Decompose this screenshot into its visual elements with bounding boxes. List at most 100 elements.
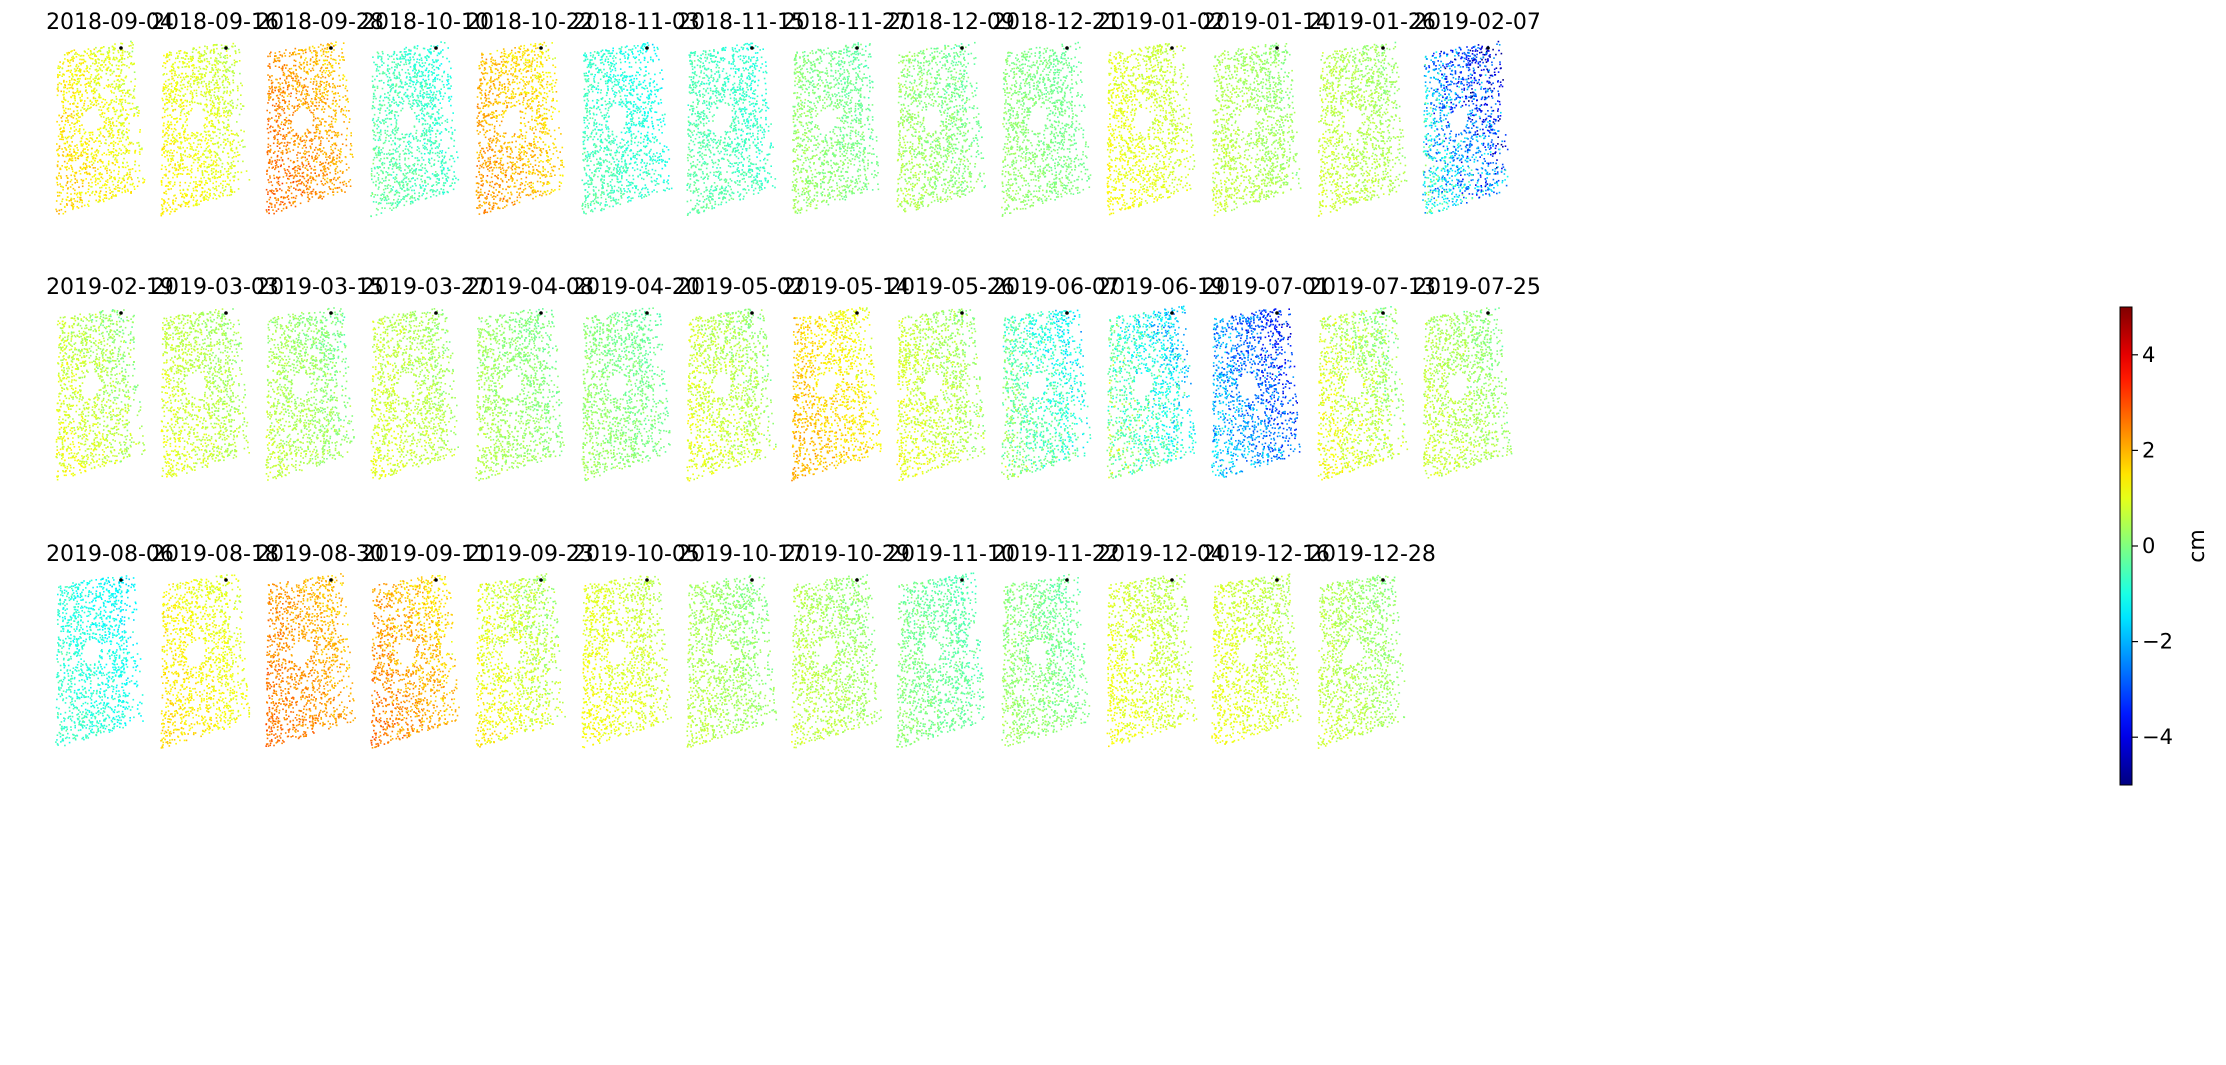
map-panel: 2019-10-29	[771, 542, 921, 792]
panel-date-title: 2018-11-15	[656, 10, 826, 35]
map-points	[1106, 305, 1197, 479]
reference-point	[960, 578, 964, 582]
map-panel: 2019-06-07	[981, 275, 1131, 525]
panel-date-title: 2019-06-07	[971, 275, 1141, 300]
map-panel: 2018-11-27	[771, 10, 921, 260]
reference-point	[539, 46, 543, 50]
map-points	[265, 573, 356, 747]
reference-point	[1486, 46, 1490, 50]
displacement-map	[686, 574, 778, 748]
displacement-map	[686, 42, 777, 216]
displacement-map	[1422, 307, 1513, 479]
map-panel: 2019-09-11	[350, 542, 500, 792]
map-panel: 2019-08-06	[35, 542, 185, 792]
map-panel: 2019-08-30	[245, 542, 395, 792]
map-panel: 2019-01-02	[1086, 10, 1236, 260]
panel-date-title: 2018-12-09	[866, 10, 1036, 35]
panel-date-title: 2018-11-03	[551, 10, 721, 35]
reference-point	[750, 46, 754, 50]
map-points	[1317, 574, 1406, 749]
map-points	[791, 42, 880, 214]
map-panel: 2019-10-05	[561, 542, 711, 792]
map-panel: 2019-06-19	[1086, 275, 1236, 525]
map-panel: 2019-02-19	[35, 275, 185, 525]
reference-point	[750, 578, 754, 582]
panel-date-title: 2019-12-28	[1287, 542, 1457, 567]
panel-date-title: 2018-10-22	[445, 10, 615, 35]
map-points	[160, 42, 251, 217]
panel-date-title: 2019-07-25	[1392, 275, 1562, 300]
map-panel: 2019-03-03	[140, 275, 290, 525]
displacement-map	[370, 574, 460, 749]
displacement-map	[1317, 574, 1406, 749]
panel-date-title: 2019-04-20	[551, 275, 721, 300]
reference-point	[224, 46, 228, 50]
map-panel: 2018-11-03	[561, 10, 711, 260]
map-panel: 2019-04-08	[455, 275, 605, 525]
map-points	[475, 41, 565, 215]
map-points	[55, 309, 146, 481]
reference-point	[1381, 46, 1385, 50]
map-points	[1001, 573, 1091, 747]
map-panel: 2019-08-18	[140, 542, 290, 792]
map-points	[896, 41, 986, 213]
displacement-map	[791, 574, 882, 749]
map-points	[370, 41, 460, 218]
panel-date-title: 2019-09-23	[445, 542, 615, 567]
panel-date-title: 2018-11-27	[761, 10, 931, 35]
reference-point	[855, 311, 859, 315]
reference-point	[434, 46, 438, 50]
map-points	[686, 42, 777, 216]
map-points	[1422, 307, 1513, 479]
panel-date-title: 2019-04-08	[445, 275, 615, 300]
reference-point	[329, 311, 333, 315]
panel-date-title: 2019-03-27	[340, 275, 510, 300]
reference-point	[224, 311, 228, 315]
displacement-map	[686, 308, 777, 482]
displacement-map	[896, 572, 985, 748]
map-points	[1001, 309, 1092, 480]
map-panel: 2018-12-09	[876, 10, 1026, 260]
displacement-map	[896, 41, 986, 213]
reference-point	[539, 311, 543, 315]
reference-point	[855, 578, 859, 582]
reference-point	[329, 46, 333, 50]
displacement-map	[1001, 41, 1092, 217]
map-panel: 2018-10-22	[455, 10, 605, 260]
reference-point	[1381, 311, 1385, 315]
displacement-map	[1106, 305, 1197, 479]
map-points	[160, 574, 251, 749]
panel-date-title: 2019-08-30	[235, 542, 405, 567]
map-panel: 2019-11-22	[981, 542, 1131, 792]
reference-point	[1065, 578, 1069, 582]
panel-date-title: 2019-11-22	[971, 542, 1141, 567]
map-panel: 2019-10-17	[666, 542, 816, 792]
panel-date-title: 2019-02-19	[25, 275, 195, 300]
displacement-map	[475, 308, 565, 482]
displacement-map	[1106, 43, 1196, 216]
colorbar-tick-label: 2	[2142, 438, 2155, 462]
panel-date-title: 2019-08-18	[130, 542, 300, 567]
reference-point	[119, 578, 123, 582]
map-points	[581, 307, 671, 482]
map-panel: 2019-05-02	[666, 275, 816, 525]
displacement-map	[160, 308, 250, 478]
panel-date-title: 2018-09-04	[25, 10, 195, 35]
panel-date-title: 2019-11-10	[866, 542, 1036, 567]
map-points	[1211, 573, 1302, 745]
reference-point	[434, 311, 438, 315]
reference-point	[645, 311, 649, 315]
map-points	[896, 308, 986, 481]
reference-point	[960, 46, 964, 50]
map-panel: 2019-01-14	[1191, 10, 1341, 260]
displacement-map	[160, 574, 251, 749]
map-panel: 2018-10-10	[350, 10, 500, 260]
displacement-map	[791, 42, 880, 214]
reference-point	[1381, 578, 1385, 582]
map-panel: 2019-01-26	[1297, 10, 1447, 260]
map-points	[475, 573, 566, 748]
displacement-map	[1211, 573, 1302, 745]
displacement-map	[55, 40, 146, 215]
colorbar-svg: 4 2 0 −2 −4 cm	[2119, 306, 2210, 786]
